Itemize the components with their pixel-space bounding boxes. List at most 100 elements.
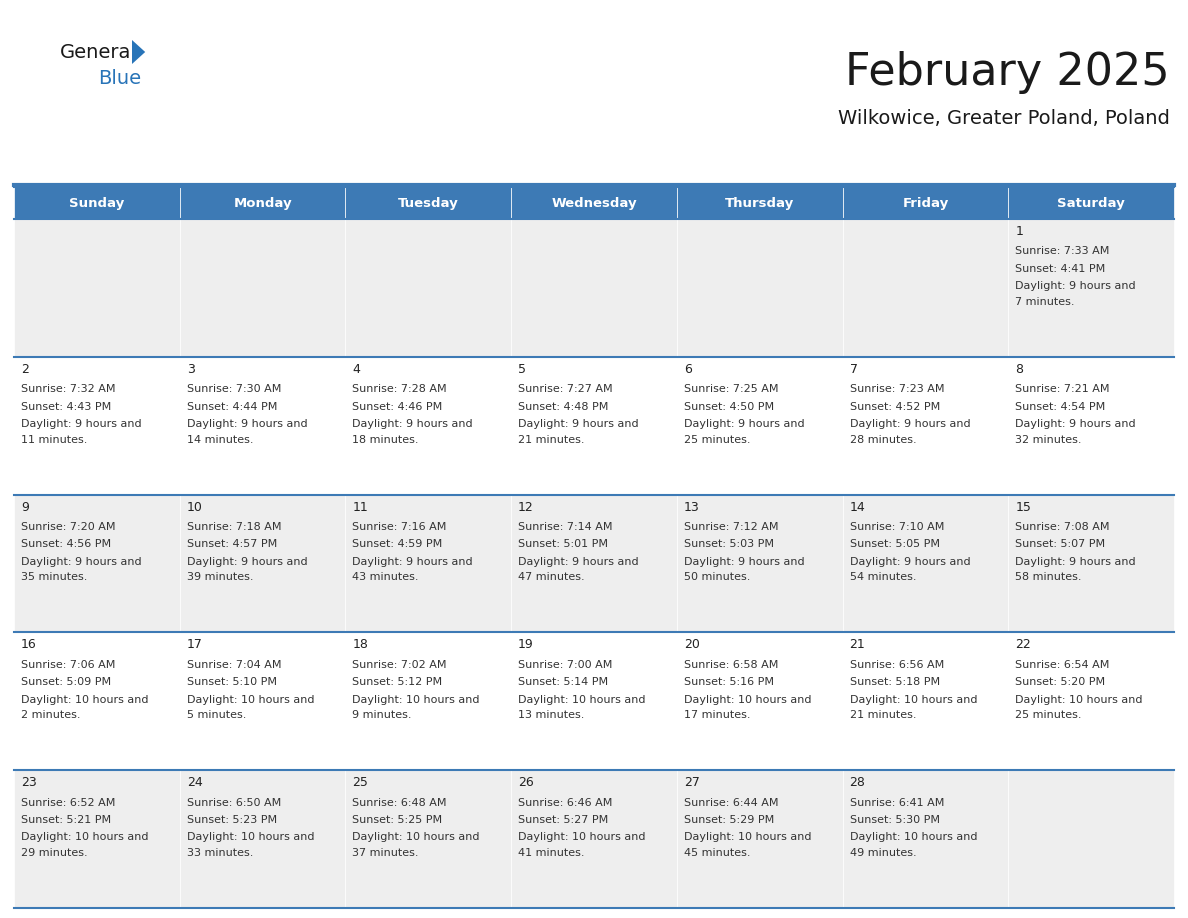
Bar <box>179 495 346 633</box>
Text: 25 minutes.: 25 minutes. <box>1016 711 1082 721</box>
Text: Sunrise: 7:00 AM: Sunrise: 7:00 AM <box>518 660 613 670</box>
Text: 14 minutes.: 14 minutes. <box>187 434 253 444</box>
Text: Daylight: 9 hours and: Daylight: 9 hours and <box>1016 556 1136 566</box>
Text: Friday: Friday <box>903 196 948 209</box>
Bar <box>677 219 842 357</box>
Bar <box>677 357 842 495</box>
Text: Sunrise: 7:25 AM: Sunrise: 7:25 AM <box>684 385 778 394</box>
Text: 15: 15 <box>1016 500 1031 513</box>
Text: 14: 14 <box>849 500 865 513</box>
Text: Sunset: 4:44 PM: Sunset: 4:44 PM <box>187 401 277 411</box>
Text: 39 minutes.: 39 minutes. <box>187 573 253 582</box>
Bar <box>511 187 677 219</box>
Text: 2: 2 <box>21 363 29 375</box>
Text: Daylight: 9 hours and: Daylight: 9 hours and <box>21 556 141 566</box>
Text: Sunrise: 7:30 AM: Sunrise: 7:30 AM <box>187 385 282 394</box>
Bar <box>179 357 346 495</box>
Text: Sunrise: 6:56 AM: Sunrise: 6:56 AM <box>849 660 943 670</box>
Text: Sunrise: 7:06 AM: Sunrise: 7:06 AM <box>21 660 115 670</box>
Text: Sunrise: 7:33 AM: Sunrise: 7:33 AM <box>1016 246 1110 256</box>
Text: Sunrise: 6:41 AM: Sunrise: 6:41 AM <box>849 798 944 808</box>
Text: 11 minutes.: 11 minutes. <box>21 434 88 444</box>
Bar <box>677 770 842 908</box>
Text: 9: 9 <box>21 500 29 513</box>
Text: Sunset: 5:10 PM: Sunset: 5:10 PM <box>187 677 277 688</box>
Text: Sunrise: 6:54 AM: Sunrise: 6:54 AM <box>1016 660 1110 670</box>
Text: 2 minutes.: 2 minutes. <box>21 711 81 721</box>
Text: Sunrise: 6:50 AM: Sunrise: 6:50 AM <box>187 798 282 808</box>
Bar <box>14 633 179 770</box>
Text: 25 minutes.: 25 minutes. <box>684 434 751 444</box>
Bar <box>14 219 179 357</box>
Bar <box>179 219 346 357</box>
Text: Sunset: 4:52 PM: Sunset: 4:52 PM <box>849 401 940 411</box>
Text: Sunset: 4:41 PM: Sunset: 4:41 PM <box>1016 263 1106 274</box>
Text: 22: 22 <box>1016 638 1031 652</box>
Text: 28: 28 <box>849 777 865 789</box>
Text: 21 minutes.: 21 minutes. <box>849 711 916 721</box>
Bar <box>1009 357 1174 495</box>
Text: Sunrise: 6:44 AM: Sunrise: 6:44 AM <box>684 798 778 808</box>
Bar <box>677 187 842 219</box>
Text: Daylight: 9 hours and: Daylight: 9 hours and <box>1016 419 1136 429</box>
Bar <box>511 219 677 357</box>
Text: 23: 23 <box>21 777 37 789</box>
Text: 5 minutes.: 5 minutes. <box>187 711 246 721</box>
Text: Sunrise: 7:10 AM: Sunrise: 7:10 AM <box>849 522 944 532</box>
Text: General: General <box>61 42 137 62</box>
Text: Sunrise: 6:52 AM: Sunrise: 6:52 AM <box>21 798 115 808</box>
Text: Sunset: 4:43 PM: Sunset: 4:43 PM <box>21 401 112 411</box>
Text: Tuesday: Tuesday <box>398 196 459 209</box>
Text: Daylight: 9 hours and: Daylight: 9 hours and <box>21 419 141 429</box>
Text: 10: 10 <box>187 500 203 513</box>
Text: 13: 13 <box>684 500 700 513</box>
Text: Daylight: 10 hours and: Daylight: 10 hours and <box>518 695 645 704</box>
Text: Daylight: 9 hours and: Daylight: 9 hours and <box>684 419 804 429</box>
Text: Blue: Blue <box>97 69 141 87</box>
Bar <box>346 357 511 495</box>
Bar <box>179 633 346 770</box>
Text: Sunset: 5:01 PM: Sunset: 5:01 PM <box>518 540 608 549</box>
Text: Daylight: 10 hours and: Daylight: 10 hours and <box>684 695 811 704</box>
Text: 20: 20 <box>684 638 700 652</box>
Text: Daylight: 10 hours and: Daylight: 10 hours and <box>187 695 314 704</box>
Text: 16: 16 <box>21 638 37 652</box>
Bar <box>842 357 1009 495</box>
Text: Daylight: 10 hours and: Daylight: 10 hours and <box>353 695 480 704</box>
Bar <box>346 770 511 908</box>
Bar <box>346 219 511 357</box>
Bar <box>179 770 346 908</box>
Text: Sunset: 4:48 PM: Sunset: 4:48 PM <box>518 401 608 411</box>
Bar <box>511 357 677 495</box>
Text: 13 minutes.: 13 minutes. <box>518 711 584 721</box>
Text: 26: 26 <box>518 777 533 789</box>
Text: Sunset: 5:21 PM: Sunset: 5:21 PM <box>21 815 112 825</box>
Text: 54 minutes.: 54 minutes. <box>849 573 916 582</box>
Text: Sunset: 4:46 PM: Sunset: 4:46 PM <box>353 401 443 411</box>
Text: Sunrise: 7:14 AM: Sunrise: 7:14 AM <box>518 522 613 532</box>
Text: Sunset: 5:03 PM: Sunset: 5:03 PM <box>684 540 773 549</box>
Bar <box>1009 187 1174 219</box>
Text: Sunset: 4:54 PM: Sunset: 4:54 PM <box>1016 401 1106 411</box>
Text: 47 minutes.: 47 minutes. <box>518 573 584 582</box>
Text: 35 minutes.: 35 minutes. <box>21 573 88 582</box>
Text: 1: 1 <box>1016 225 1023 238</box>
Text: Wilkowice, Greater Poland, Poland: Wilkowice, Greater Poland, Poland <box>838 108 1170 128</box>
Text: 3: 3 <box>187 363 195 375</box>
Text: Sunrise: 7:27 AM: Sunrise: 7:27 AM <box>518 385 613 394</box>
Text: Sunset: 4:50 PM: Sunset: 4:50 PM <box>684 401 775 411</box>
Bar <box>14 495 179 633</box>
Text: Sunset: 4:56 PM: Sunset: 4:56 PM <box>21 540 112 549</box>
Text: Sunset: 5:16 PM: Sunset: 5:16 PM <box>684 677 773 688</box>
Text: Sunset: 4:59 PM: Sunset: 4:59 PM <box>353 540 443 549</box>
Text: 7 minutes.: 7 minutes. <box>1016 297 1075 307</box>
Text: 6: 6 <box>684 363 691 375</box>
Text: Daylight: 9 hours and: Daylight: 9 hours and <box>518 419 639 429</box>
Text: Sunrise: 7:20 AM: Sunrise: 7:20 AM <box>21 522 115 532</box>
Text: Daylight: 9 hours and: Daylight: 9 hours and <box>1016 281 1136 291</box>
Text: Sunset: 5:05 PM: Sunset: 5:05 PM <box>849 540 940 549</box>
Text: Sunrise: 7:16 AM: Sunrise: 7:16 AM <box>353 522 447 532</box>
Text: Daylight: 9 hours and: Daylight: 9 hours and <box>187 556 308 566</box>
Text: Sunrise: 7:02 AM: Sunrise: 7:02 AM <box>353 660 447 670</box>
Bar <box>511 770 677 908</box>
